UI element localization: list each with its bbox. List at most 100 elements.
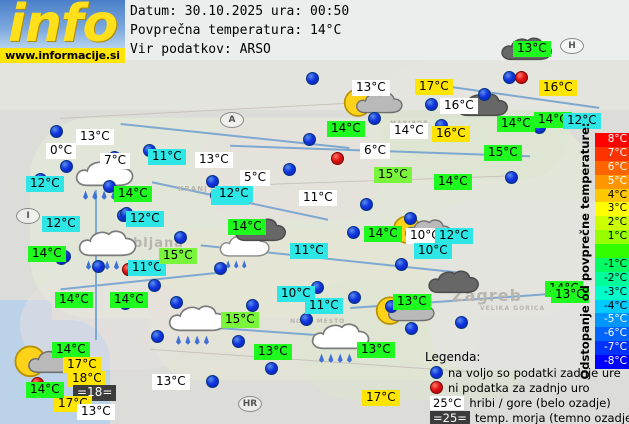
scale-step: -1°C <box>595 257 629 272</box>
station-temperature-label: 17°C <box>362 390 400 406</box>
station-temperature-label: 14°C <box>364 226 402 242</box>
station-marker-available[interactable] <box>505 171 518 184</box>
station-marker-available[interactable] <box>478 88 491 101</box>
station-marker-available[interactable] <box>206 375 219 388</box>
station-temperature-label: 7°C <box>100 153 131 169</box>
station-temperature-label: 10°C <box>414 243 452 259</box>
scale-step: -8°C <box>595 355 629 369</box>
scale-step <box>595 244 629 258</box>
legend-rows: na voljo so podatki zadnje ure ni podatka… <box>425 365 629 424</box>
station-temperature-label: 13°C <box>393 294 431 310</box>
station-marker-available[interactable] <box>92 260 105 273</box>
station-marker-available[interactable] <box>347 226 360 239</box>
station-temperature-label: 13°C <box>77 404 115 420</box>
legend-row: ni podatka za zadnjo uro <box>425 380 610 395</box>
station-temperature-label: 11°C <box>305 298 343 314</box>
station-temperature-label: 16°C <box>440 98 478 114</box>
legend-missing-dot-icon <box>430 381 443 394</box>
header-average-temperature: Povprečna temperatura: 14°C <box>130 23 342 38</box>
station-marker-available[interactable] <box>50 125 63 138</box>
logo-url: www.informacije.si <box>0 48 125 63</box>
country-code-label: I <box>16 208 40 224</box>
station-temperature-label: 13°C <box>513 41 551 57</box>
station-marker-available[interactable] <box>360 198 373 211</box>
station-marker-available[interactable] <box>148 279 161 292</box>
scale-step: -3°C <box>595 285 629 300</box>
legend-swatch: =25= <box>430 410 470 424</box>
station-marker-available[interactable] <box>246 299 259 312</box>
station-marker-available[interactable] <box>60 160 73 173</box>
header-info: Datum: 30.10.2025 ura: 00:50 Povprečna t… <box>130 2 349 59</box>
station-temperature-label: 13°C <box>352 80 390 96</box>
weather-icon-rain <box>75 225 141 279</box>
station-marker-available[interactable] <box>395 258 408 271</box>
station-temperature-label: 12°C <box>26 176 64 192</box>
station-marker-available[interactable] <box>232 335 245 348</box>
station-temperature-label: 14°C <box>114 186 152 202</box>
station-marker-available[interactable] <box>206 175 219 188</box>
station-marker-available[interactable] <box>404 212 417 225</box>
station-temperature-label: 12°C <box>215 186 253 202</box>
station-temperature-label: 15°C <box>221 312 259 328</box>
station-marker-available[interactable] <box>348 291 361 304</box>
station-temperature-label: 13°C <box>76 129 114 145</box>
station-temperature-label: 11°C <box>290 243 328 259</box>
place-label: VELIKA GORICA <box>480 305 546 312</box>
station-temperature-label: 11°C <box>148 149 186 165</box>
station-marker-available[interactable] <box>455 316 468 329</box>
station-marker-available[interactable] <box>174 231 187 244</box>
legend-row: na voljo so podatki zadnje ure <box>425 365 621 380</box>
station-temperature-label: 15°C <box>484 145 522 161</box>
station-marker-available[interactable] <box>265 362 278 375</box>
station-marker-available[interactable] <box>151 330 164 343</box>
station-temperature-label: 17°C <box>63 357 101 373</box>
station-marker-missing[interactable] <box>331 152 344 165</box>
station-marker-available[interactable] <box>405 322 418 335</box>
legend-row-text: ni podatka za zadnjo uro <box>448 380 590 395</box>
scale-step: -2°C <box>595 271 629 286</box>
country-code-label: HR <box>238 396 262 412</box>
scale-caption: Odstopanje od povprečne temperature: <box>578 122 592 380</box>
station-temperature-label: 13°C <box>357 342 395 358</box>
header-date-time: Datum: 30.10.2025 ura: 00:50 <box>130 4 350 19</box>
station-marker-missing[interactable] <box>515 71 528 84</box>
scale-caption-wrap: Odstopanje od povprečne temperature: <box>575 123 595 380</box>
station-temperature-label: 13°C <box>254 344 292 360</box>
station-temperature-label: 13°C <box>152 374 190 390</box>
station-temperature-label: 15°C <box>159 248 197 264</box>
station-temperature-label: 14°C <box>228 219 266 235</box>
station-temperature-label: 12°C <box>126 211 164 227</box>
scale-step: 2°C <box>595 216 629 231</box>
country-code-label: A <box>220 112 244 128</box>
station-temperature-label: 16°C <box>432 126 470 142</box>
station-temperature-label: 14°C <box>52 342 90 358</box>
station-marker-available[interactable] <box>300 313 313 326</box>
station-marker-available[interactable] <box>303 133 316 146</box>
scale-step: -6°C <box>595 327 629 342</box>
scale-step: -4°C <box>595 299 629 314</box>
weather-icon-rain <box>165 300 231 354</box>
station-marker-available[interactable] <box>368 112 381 125</box>
station-marker-available[interactable] <box>283 163 296 176</box>
scale-step: 8°C <box>595 133 629 147</box>
station-temperature-label: 13°C <box>195 152 233 168</box>
station-temperature-label: 17°C <box>415 79 453 95</box>
station-marker-available[interactable] <box>214 262 227 275</box>
station-temperature-label: 12°C <box>435 228 473 244</box>
place-label: KRANJ <box>178 185 208 193</box>
station-temperature-label: 14°C <box>28 246 66 262</box>
station-temperature-label: 15°C <box>374 167 412 183</box>
site-logo[interactable]: info www.informacije.si <box>0 0 125 63</box>
station-marker-available[interactable] <box>425 98 438 111</box>
station-temperature-label: 18°C <box>68 371 106 387</box>
legend-row: 25°C hribi / gore (belo ozadje) <box>425 395 611 410</box>
legend-row-text: temp. morja (temno ozadje) <box>474 410 629 424</box>
scale-step: 5°C <box>595 174 629 189</box>
station-temperature-label: 14°C <box>434 174 472 190</box>
station-temperature-label: 0°C <box>46 143 77 159</box>
station-marker-available[interactable] <box>306 72 319 85</box>
station-temperature-label: 13°C <box>551 287 589 303</box>
station-temperature-label: 6°C <box>360 143 391 159</box>
station-marker-available[interactable] <box>170 296 183 309</box>
